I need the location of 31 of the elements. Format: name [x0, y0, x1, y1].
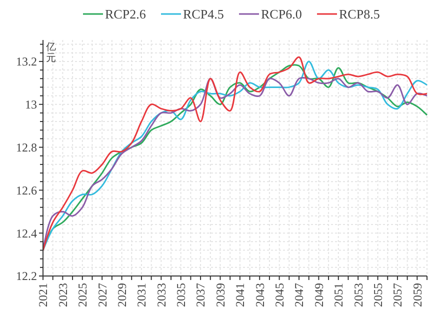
x-tick-label: 2021	[36, 283, 50, 307]
x-tick-label: 2027	[95, 283, 110, 307]
x-tick-label: 2029	[114, 283, 129, 307]
legend-label: RCP8.5	[339, 6, 380, 22]
x-tick-label: 2043	[252, 283, 267, 307]
x-tick-label: 2055	[370, 283, 385, 307]
y-tick-label: 13.2	[16, 54, 37, 69]
x-tick-label: 2041	[233, 283, 248, 307]
x-tick-label: 2049	[312, 283, 326, 307]
x-tick-label: 2035	[174, 283, 188, 307]
x-tick-label: 2047	[292, 283, 306, 307]
x-tick-label: 2045	[272, 283, 287, 307]
y-tick-label: 13	[25, 98, 37, 112]
legend-label: RCP6.0	[261, 6, 302, 22]
x-tick-label: 2051	[332, 283, 346, 307]
x-tick-label: 2025	[76, 283, 90, 307]
x-tick-label: 2037	[194, 283, 208, 307]
legend-label: RCP2.6	[105, 6, 146, 22]
x-tick-label: 2023	[56, 283, 70, 307]
x-tick-label: 2057	[390, 283, 405, 307]
y-tick-label: 12.6	[16, 183, 37, 198]
x-tick-label: 2033	[154, 283, 168, 307]
y-tick-label: 12.2	[16, 269, 37, 284]
legend-label: RCP4.5	[183, 6, 224, 22]
x-tick-label: 2053	[351, 283, 366, 307]
x-tick-label: 2059	[410, 283, 424, 307]
y-axis-title: 亿元	[45, 42, 56, 64]
y-tick-label: 12.8	[16, 140, 37, 154]
x-tick-label: 2039	[213, 283, 228, 307]
x-tick-label: 2031	[134, 283, 149, 307]
y-tick-label: 12.4	[16, 226, 37, 240]
